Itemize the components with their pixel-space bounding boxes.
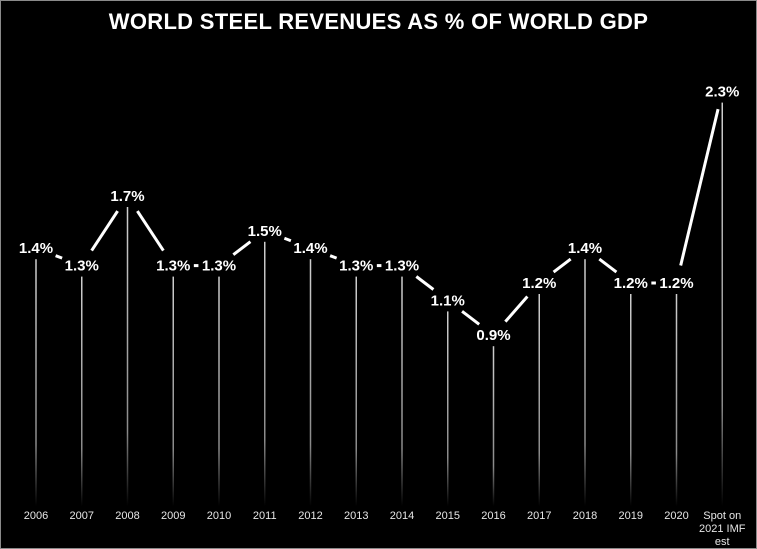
x-tick-label-line: 2006	[24, 510, 48, 522]
x-tick-label: 2020	[664, 510, 688, 522]
x-tick-label-line: 2016	[481, 510, 505, 522]
x-tick-label-line: 2012	[298, 510, 322, 522]
drop-line	[172, 276, 174, 506]
data-label: 1.3%	[65, 258, 99, 275]
drop-line	[35, 259, 37, 506]
x-tick-label-line: 2007	[70, 510, 94, 522]
series-segment	[329, 254, 338, 260]
series-segment	[598, 257, 618, 274]
data-label: 1.3%	[156, 258, 190, 275]
x-tick-label: 2009	[161, 510, 185, 522]
x-tick-label-line: 2014	[390, 510, 414, 522]
drop-line	[675, 294, 678, 506]
x-tick-label: 2015	[436, 510, 460, 522]
series-segment	[461, 310, 481, 326]
chart-title: WORLD STEEL REVENUES AS % OF WORLD GDP	[108, 9, 649, 34]
drop-line	[721, 102, 723, 506]
series-segment	[283, 236, 292, 243]
x-tick-label: 2007	[70, 510, 94, 522]
x-tick-label: 2010	[207, 510, 231, 522]
x-tick-label: 2017	[527, 510, 551, 522]
drop-line	[630, 294, 632, 506]
data-label: 1.4%	[293, 240, 327, 257]
x-tick-label-line: Spot on	[703, 510, 741, 522]
drop-line	[447, 311, 449, 506]
series-segment	[679, 108, 720, 266]
x-tick-label-line: 2017	[527, 510, 551, 522]
drop-line	[355, 276, 357, 506]
x-tick-label: 2006	[24, 510, 48, 522]
x-tick-label: 2016	[481, 510, 505, 522]
data-label: 2.3%	[705, 84, 739, 101]
data-label: 1.4%	[19, 240, 53, 257]
drop-line	[264, 241, 266, 507]
data-label: 0.9%	[476, 327, 510, 344]
series-segment	[90, 210, 119, 252]
series-segment	[504, 295, 529, 323]
x-tick-label: Spot on 2021 IMF est	[699, 510, 746, 548]
data-label: 1.7%	[110, 188, 144, 205]
drop-line	[126, 207, 129, 506]
x-tick-label: 2018	[573, 510, 597, 522]
series-segment	[552, 257, 572, 274]
x-tick-label: 2011	[253, 510, 277, 522]
data-label: 1.2%	[659, 275, 693, 292]
x-tick-label-line: 2020	[664, 510, 688, 522]
x-tick-label-line: 2008	[115, 510, 139, 522]
x-tick-label: 2012	[298, 510, 322, 522]
drop-line	[81, 276, 83, 506]
drop-line	[401, 276, 403, 506]
x-tick-label: 2013	[344, 510, 368, 522]
drop-line	[492, 346, 495, 506]
drop-line	[309, 259, 312, 506]
data-label: 1.4%	[568, 240, 602, 257]
x-tick-label-line: 2015	[436, 510, 460, 522]
x-tick-label-line: 2009	[161, 510, 185, 522]
data-label: 1.2%	[614, 275, 648, 292]
drop-line	[218, 276, 220, 506]
series-segment	[55, 254, 63, 260]
drop-line	[584, 259, 586, 506]
x-tick-label-line: 2021 IMF	[699, 523, 746, 535]
x-tick-label-line: 2011	[253, 510, 277, 522]
x-tick-label: 2008	[115, 510, 139, 522]
x-tick-label-line: 2018	[573, 510, 597, 522]
data-label: 1.2%	[522, 275, 556, 292]
x-tick-label-line: 2019	[619, 510, 643, 522]
series-segment	[136, 210, 165, 252]
x-tick-label-line: est	[715, 536, 730, 548]
data-label: 1.1%	[431, 292, 465, 309]
series-segment	[415, 275, 435, 291]
x-tick-label-line: 2010	[207, 510, 231, 522]
data-label: 1.3%	[202, 258, 236, 275]
data-label: 1.3%	[339, 258, 373, 275]
x-tick-label: 2014	[390, 510, 414, 522]
data-label: 1.3%	[385, 258, 419, 275]
drop-line	[538, 294, 540, 506]
data-label: 1.5%	[248, 223, 282, 240]
series-segment	[232, 240, 252, 256]
x-tick-label: 2019	[619, 510, 643, 522]
x-tick-label-line: 2013	[344, 510, 368, 522]
